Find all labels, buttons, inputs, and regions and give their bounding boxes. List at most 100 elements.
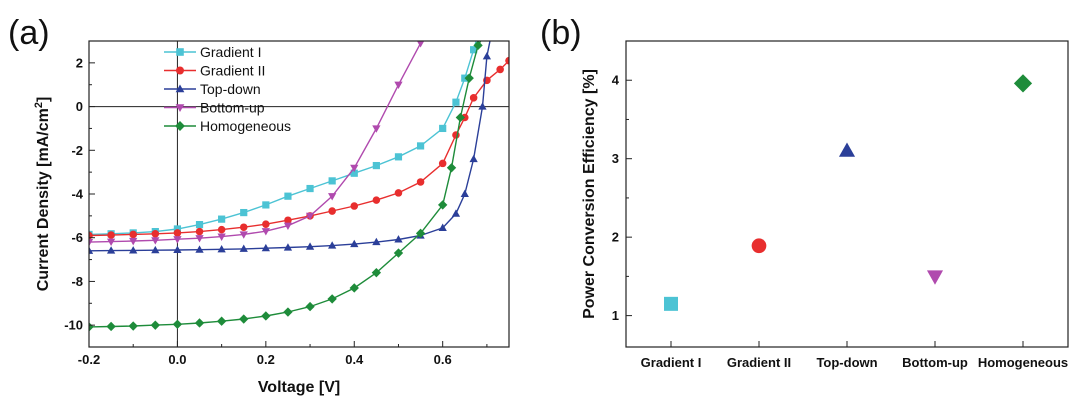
data-point-gradient-i [394, 153, 403, 161]
data-point-gradient-ii [239, 223, 248, 232]
data-point-top-down [460, 189, 469, 198]
data-point-gradient-i [218, 215, 226, 223]
data-point-top-down [451, 209, 461, 217]
data-point-homogeneous [455, 112, 466, 123]
pce-point-homogeneous [1013, 74, 1033, 93]
y-tick-label: 2 [612, 230, 619, 245]
data-point-top-down [478, 102, 487, 110]
data-point-top-down [469, 154, 478, 163]
data-point-bottom-up [89, 239, 94, 247]
data-point-homogeneous [283, 307, 293, 317]
data-point-gradient-ii [107, 231, 115, 239]
data-point-top-down [106, 246, 116, 254]
data-point-bottom-up [350, 164, 359, 173]
panel-a-jv-chart: (a) -0.2 0.0 0.2 0.4 0.6 -10 -8 -6 -4 -2 0 2 Volta… [8, 14, 510, 396]
legend-marker-homogeneous [175, 121, 185, 131]
data-point-bottom-up [129, 237, 138, 246]
data-point-homogeneous [349, 283, 359, 293]
panel-a-y-axis-label-main: Current Density [mA/cm [35, 108, 52, 291]
x-tick-label: 0.0 [168, 352, 186, 367]
x-tick-label: -0.2 [78, 352, 100, 367]
data-point-top-down [482, 51, 492, 60]
data-point-homogeneous [194, 318, 205, 328]
data-point-homogeneous [446, 163, 457, 173]
series-line-gradient-ii [89, 60, 509, 237]
legend-marker-gradient-i [176, 48, 184, 56]
x-category-label: Bottom-up [902, 355, 968, 370]
data-point-homogeneous [482, 25, 491, 34]
data-point-homogeneous [216, 316, 227, 326]
data-point-bottom-up [151, 237, 160, 245]
data-point-homogeneous [327, 294, 337, 304]
data-point-gradient-i [452, 98, 460, 106]
panel-b-label: (b) [540, 14, 582, 52]
data-point-gradient-ii [284, 216, 292, 225]
data-point-top-down [305, 242, 315, 250]
legend-label-bottom-up: Bottom-up [200, 100, 265, 116]
y-tick-label: 4 [612, 73, 620, 88]
data-point-bottom-up [106, 238, 116, 246]
panel-b-y-axis-label: Power Conversion Efficiency [%] [581, 69, 598, 319]
y-tick-label: -8 [71, 274, 83, 289]
data-point-bottom-up [283, 222, 293, 231]
data-point-gradient-ii [416, 178, 425, 186]
data-point-gradient-i [470, 46, 478, 54]
pce-point-gradient-ii [751, 238, 767, 254]
panel-b-points [664, 74, 1033, 311]
data-point-homogeneous [305, 301, 315, 312]
data-point-top-down [372, 237, 381, 246]
data-point-top-down [283, 243, 293, 251]
data-point-gradient-i [474, 31, 481, 38]
panel-b-frame [625, 40, 1069, 348]
data-point-gradient-i [195, 221, 204, 229]
panel-b-y-ticks: 1 2 3 4 [612, 73, 632, 323]
data-point-gradient-i [328, 177, 336, 185]
data-point-top-down [129, 246, 138, 254]
data-point-homogeneous [473, 41, 483, 51]
data-point-gradient-i [372, 161, 380, 170]
legend-marker-top-down [175, 84, 185, 93]
data-point-homogeneous [415, 228, 426, 239]
data-point-homogeneous [150, 320, 160, 330]
series-bottom-up [89, 27, 438, 247]
data-point-gradient-i [240, 208, 248, 217]
data-point-homogeneous [239, 314, 249, 324]
legend-label-top-down: Top-down [200, 81, 261, 97]
data-point-bottom-up [173, 236, 182, 244]
legend-label-gradient-i: Gradient I [200, 44, 261, 60]
data-point-bottom-up [416, 41, 425, 48]
x-tick-label: 0.6 [434, 352, 452, 367]
data-point-homogeneous [172, 319, 183, 329]
legend-marker-gradient-ii [176, 66, 184, 75]
data-point-gradient-i [439, 124, 447, 133]
data-point-top-down [350, 239, 359, 248]
data-point-gradient-ii [129, 230, 137, 239]
data-point-gradient-ii [262, 220, 270, 228]
pce-point-top-down [838, 142, 856, 157]
data-point-gradient-ii [173, 229, 182, 237]
series-gradient-i [89, 31, 481, 239]
data-point-homogeneous [438, 200, 448, 210]
data-point-bottom-up [217, 233, 226, 241]
panel-b-x-ticks: Gradient I Gradient II Top-down Bottom-up Ho… [641, 341, 1068, 370]
data-point-homogeneous [464, 73, 474, 83]
x-category-label: Gradient I [641, 355, 702, 370]
data-point-gradient-i [173, 225, 182, 233]
data-point-homogeneous [393, 248, 404, 258]
data-point-homogeneous [128, 321, 138, 331]
panel-a-label: (a) [8, 14, 50, 52]
y-tick-label: -4 [71, 187, 83, 202]
data-point-bottom-up [394, 81, 403, 90]
data-point-bottom-up [430, 27, 438, 34]
data-point-top-down [328, 241, 337, 249]
data-point-gradient-i [306, 184, 314, 193]
data-point-gradient-ii [505, 56, 509, 65]
series-gradient-ii [89, 56, 509, 240]
data-point-bottom-up [305, 212, 315, 221]
data-point-gradient-ii [452, 131, 460, 139]
data-point-gradient-ii [372, 196, 381, 204]
data-point-bottom-up [239, 231, 248, 239]
panel-a-x-axis-label: Voltage [V] [258, 379, 340, 396]
data-point-gradient-ii [438, 159, 447, 168]
data-point-homogeneous [106, 321, 116, 332]
